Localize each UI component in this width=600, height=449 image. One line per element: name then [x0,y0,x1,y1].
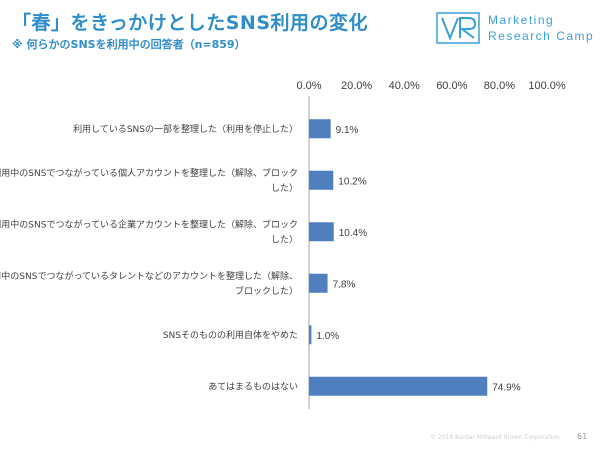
category-label: ブロックした） [235,285,298,297]
page-number: 61 [577,432,588,441]
bar [309,119,331,139]
bar [309,222,334,242]
brand-logo: Marketing Research Camp [436,12,596,46]
category-label: した） [271,234,298,245]
data-label: 74.9% [492,382,520,393]
x-tick-label: 20.0% [341,80,372,92]
data-label: 10.2% [338,176,366,187]
category-label: した） [271,183,298,194]
data-label: 10.4% [339,228,367,239]
bar [309,376,488,396]
page-title: 「春」をきっかけとしたSNS利用の変化 [12,12,369,34]
category-label: 利用中のSNSでつながっているタレントなどのアカウントを整理した（解除、 [0,270,298,282]
logo-mark-icon [436,12,480,44]
x-tick-label: 0.0% [296,80,321,92]
bar [309,273,328,293]
bar [309,170,334,190]
category-label: SNSそのものの利用自体をやめた [163,329,298,341]
category-label: 利用しているSNSの一部を整理した（利用を停止した） [73,123,298,135]
data-label: 9.1% [336,125,359,136]
bar [309,325,312,345]
x-tick-label: 80.0% [484,80,515,92]
category-label: 利用中のSNSでつながっている個人アカウントを整理した（解除、ブロック [0,167,298,179]
x-tick-label: 40.0% [389,80,420,92]
page-subtitle: ※ 何らかのSNSを利用中の回答者（n=859） [12,38,246,51]
logo-text-line2: Research Camp [488,29,595,43]
x-tick-label: 100.0% [528,80,566,92]
data-label: 7.8% [333,279,356,290]
copyright-text: © 2019 Kantar Millward Brown Corporation [430,434,560,441]
category-label: あてはまるものはない [208,381,298,392]
category-label: 利用中のSNSでつながっている企業アカウントを整理した（解除、ブロック [0,218,298,230]
x-tick-label: 60.0% [436,80,467,92]
logo-text-line1: Marketing [488,13,555,27]
data-label: 1.0% [316,331,339,342]
